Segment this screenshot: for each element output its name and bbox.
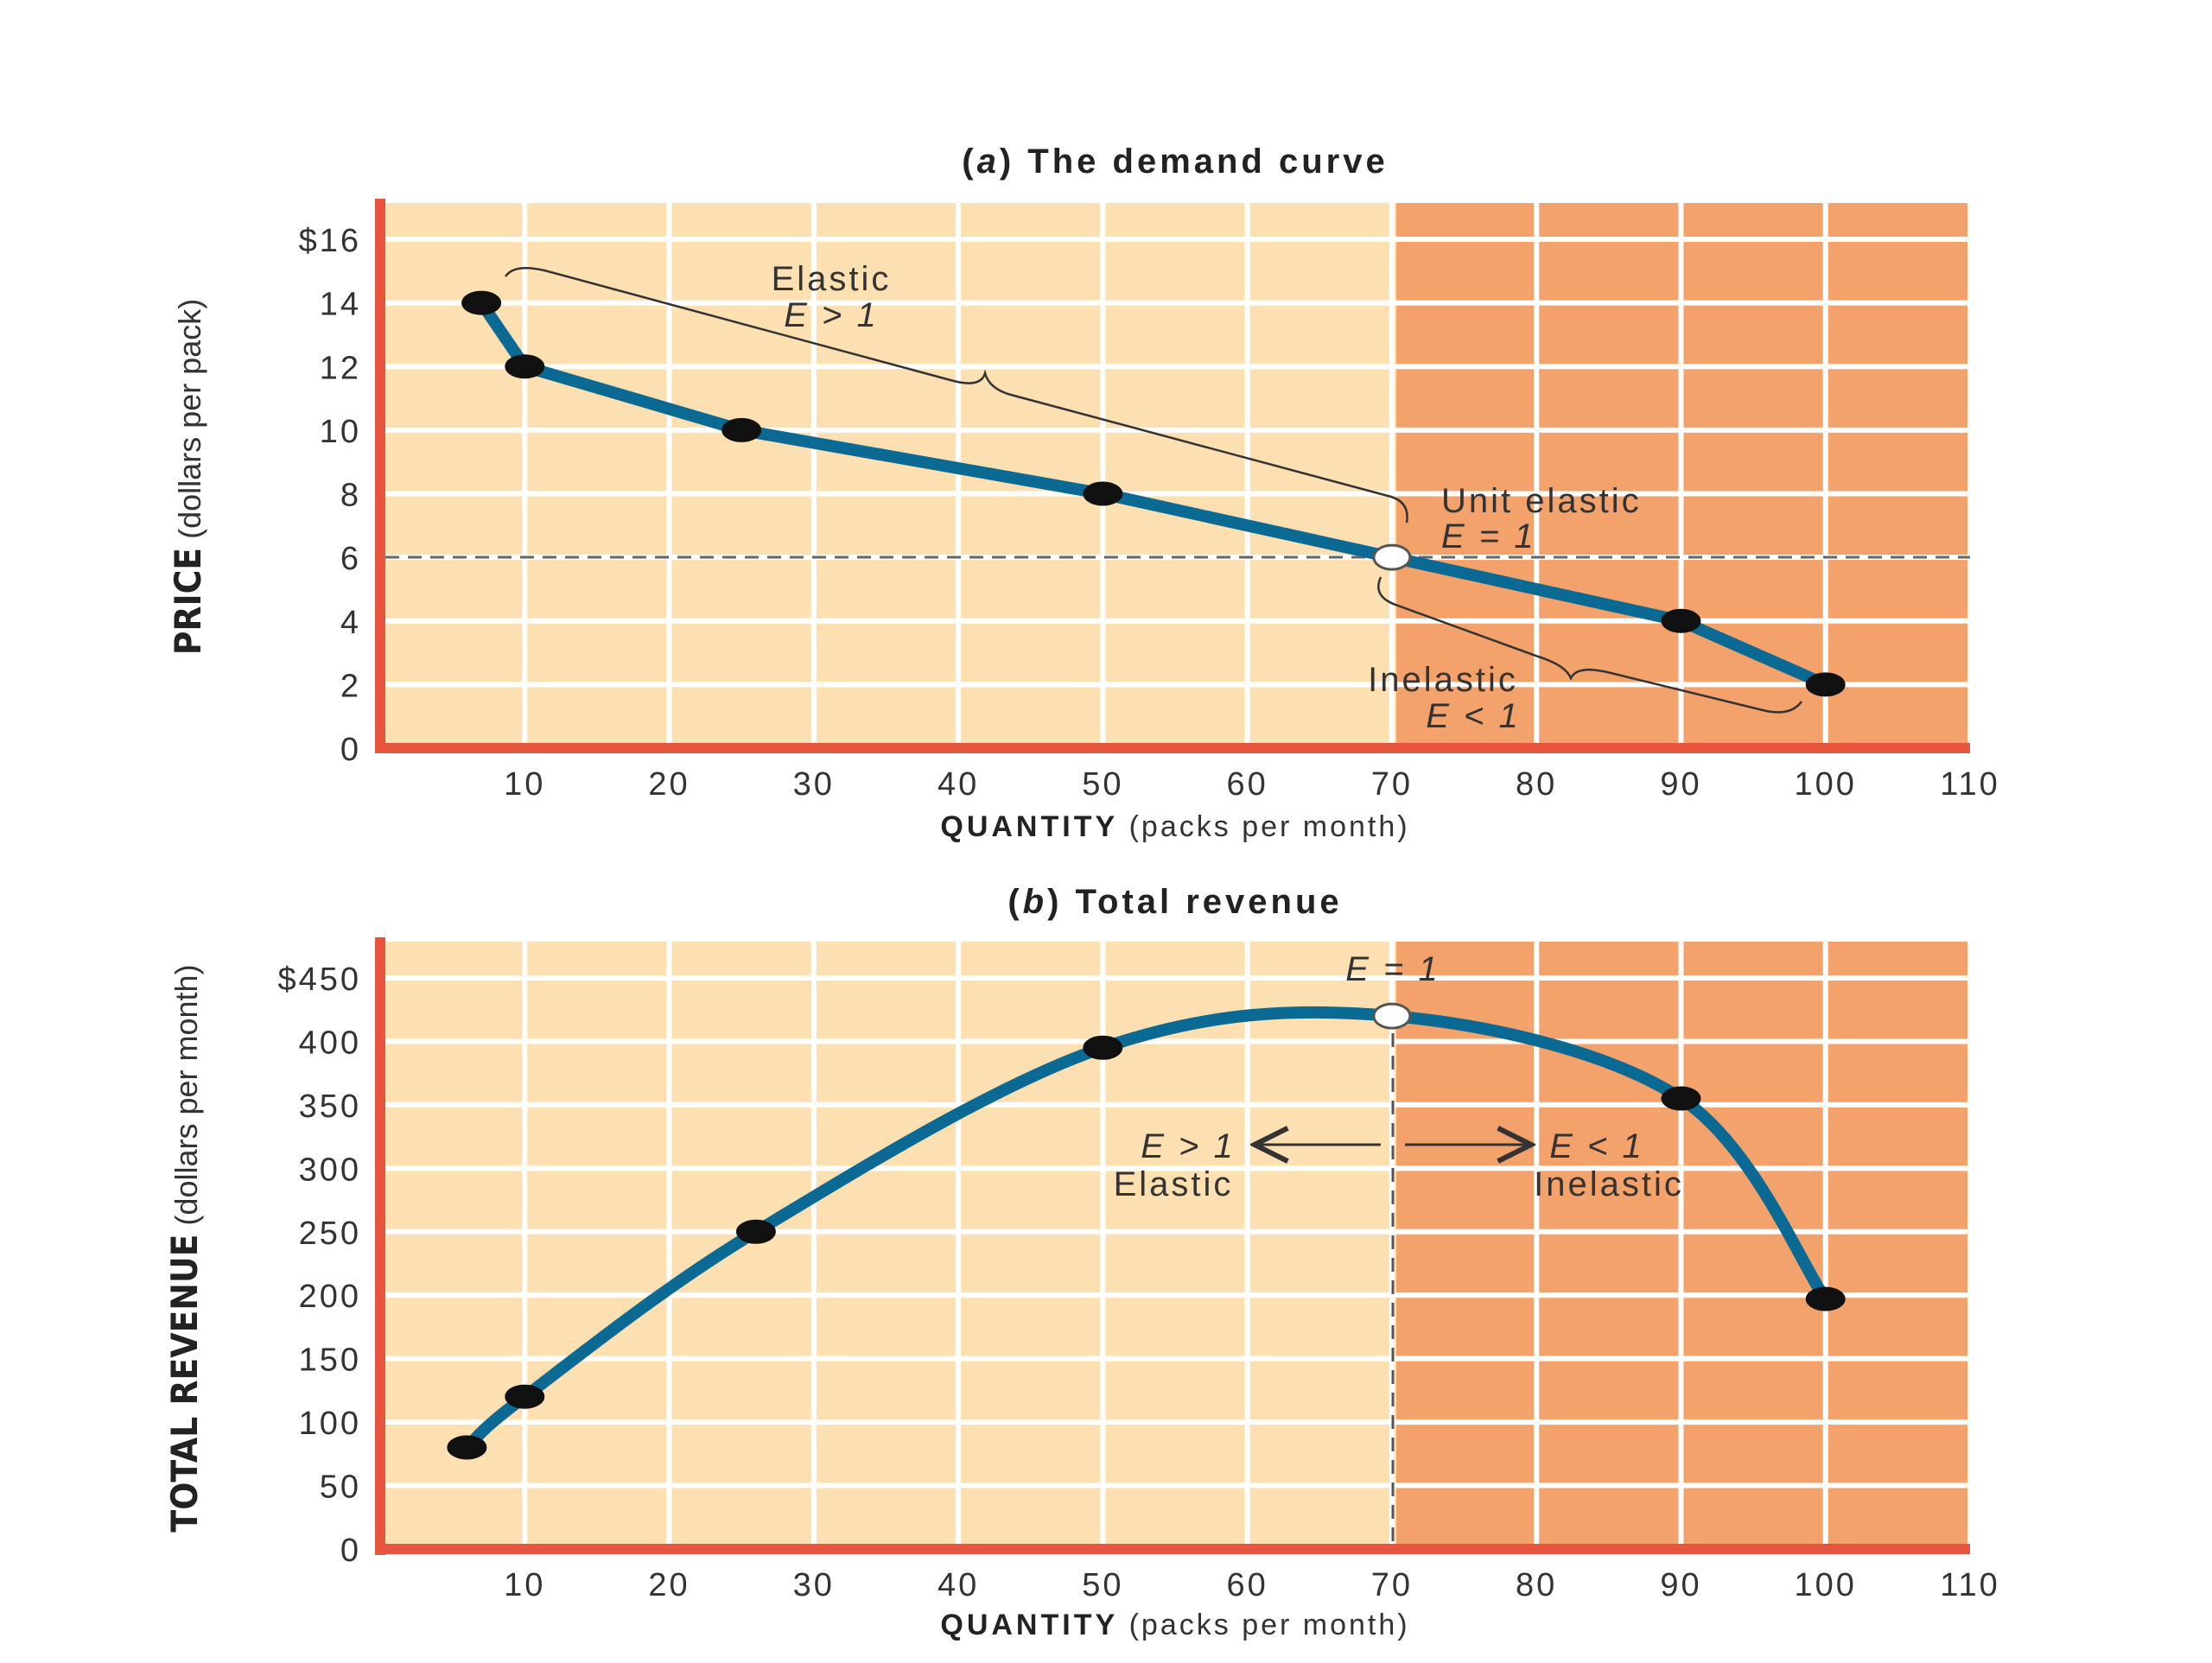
data-point — [1083, 481, 1123, 506]
x-tick-label: 60 — [1226, 766, 1268, 803]
revenue-x-ticks: 10 20 30 40 50 60 70 80 90 100 110 — [504, 1567, 2000, 1603]
y-tick-label: 2 — [340, 668, 361, 704]
y-tick-label: 400 — [299, 1025, 361, 1061]
x-tick-label: 50 — [1082, 1567, 1123, 1603]
data-point — [735, 1219, 776, 1244]
demand-title-letter: a — [977, 143, 1000, 181]
x-tick-label: 10 — [504, 1567, 545, 1603]
unit-elastic-condition: E = 1 — [1441, 517, 1536, 555]
elastic-region — [380, 203, 1396, 747]
data-point — [447, 1435, 487, 1460]
elastic-condition: E > 1 — [784, 296, 879, 334]
x-tick-label: 90 — [1660, 1567, 1701, 1603]
y-tick-label: 0 — [340, 732, 361, 768]
demand-y-label-sub: (dollars per pack) — [172, 299, 207, 539]
y-tick-label: 8 — [340, 478, 361, 514]
inelastic-label: Inelastic — [1368, 661, 1518, 699]
revenue-title-letter: b — [1023, 883, 1047, 921]
revenue-x-axis-label: QUANTITY (packs per month) — [940, 1609, 1409, 1641]
demand-x-label-sub: (packs per month) — [1129, 810, 1410, 843]
x-tick-label: 20 — [648, 766, 690, 803]
elastic-label: Elastic — [772, 260, 892, 298]
y-tick-label: 12 — [320, 350, 361, 386]
elastic-brace — [504, 266, 1408, 524]
data-point — [1805, 672, 1846, 697]
revenue-chart-title: (b) Total revenue — [1007, 883, 1342, 921]
x-tick-label: 30 — [793, 1567, 835, 1603]
y-tick-label: $16 — [299, 223, 361, 259]
data-point — [1661, 1086, 1701, 1111]
x-tick-label: 110 — [1940, 766, 2000, 803]
data-point — [1805, 1286, 1846, 1311]
y-tick-label: 4 — [340, 605, 361, 641]
data-point — [1083, 1035, 1123, 1060]
y-tick-label: 100 — [299, 1406, 361, 1442]
demand-title-text: The demand curve — [1027, 143, 1388, 181]
inelastic-brace — [1377, 576, 1803, 714]
peak-condition: E = 1 — [1345, 950, 1440, 988]
inelastic-condition: E < 1 — [1549, 1127, 1644, 1165]
x-tick-label: 80 — [1516, 766, 1557, 803]
y-tick-label: $450 — [277, 962, 361, 998]
demand-grid — [385, 203, 1973, 743]
demand-chart-panel: (a) The demand curve Elastic E > 1 Unit … — [167, 143, 2000, 843]
elastic-condition: E > 1 — [1141, 1127, 1236, 1165]
y-tick-label: 50 — [320, 1469, 361, 1506]
revenue-y-label-sub: (dollars per month) — [168, 964, 204, 1225]
data-point — [505, 354, 545, 379]
x-tick-label: 70 — [1371, 1567, 1413, 1603]
y-tick-label: 0 — [340, 1533, 361, 1569]
x-tick-label: 90 — [1660, 766, 1701, 803]
x-tick-label: 20 — [648, 1567, 690, 1603]
inelastic-label: Inelastic — [1534, 1165, 1684, 1203]
x-tick-label: 100 — [1795, 766, 1857, 803]
demand-y-axis-label: PRICE (dollars per pack) — [167, 299, 209, 656]
revenue-y-ticks: 0 50 100 150 200 250 300 350 400 $450 — [277, 962, 361, 1569]
unit-elastic-label: Unit elastic — [1441, 482, 1642, 520]
elastic-label: Elastic — [1114, 1165, 1234, 1203]
data-point — [1661, 608, 1701, 633]
inelastic-condition: E < 1 — [1426, 697, 1521, 735]
revenue-x-label-sub: (packs per month) — [1129, 1609, 1410, 1641]
y-tick-label: 150 — [299, 1342, 361, 1379]
x-tick-label: 40 — [938, 766, 979, 803]
revenue-chart-panel: (b) Total revenue E = 1 E > 1 Elastic E … — [163, 883, 2000, 1641]
y-tick-label: 14 — [320, 287, 361, 323]
revenue-points — [447, 1002, 1846, 1460]
data-point — [505, 1384, 545, 1409]
demand-y-ticks: 0 2 4 6 8 10 12 14 $16 — [299, 223, 361, 768]
revenue-x-label-main: QUANTITY — [940, 1609, 1118, 1641]
demand-points — [461, 290, 1846, 697]
x-tick-label: 70 — [1371, 766, 1413, 803]
revenue-y-label-main: TOTAL REVENUE — [163, 1235, 206, 1533]
y-tick-label: 350 — [299, 1089, 361, 1125]
demand-chart-title: (a) The demand curve — [962, 143, 1388, 181]
x-tick-label: 100 — [1795, 1567, 1857, 1603]
elastic-region — [380, 942, 1396, 1548]
y-tick-label: 250 — [299, 1216, 361, 1252]
demand-x-ticks: 10 20 30 40 50 60 70 80 90 100 110 — [504, 766, 2000, 803]
y-tick-label: 6 — [340, 541, 361, 577]
x-tick-label: 60 — [1226, 1567, 1268, 1603]
y-tick-label: 10 — [320, 414, 361, 450]
x-tick-label: 30 — [793, 766, 835, 803]
unit-elastic-point — [1372, 1002, 1412, 1030]
y-tick-label: 200 — [299, 1279, 361, 1315]
demand-x-label-main: QUANTITY — [940, 810, 1118, 843]
data-point — [461, 290, 502, 315]
x-tick-label: 40 — [938, 1567, 979, 1603]
unit-elastic-point — [1372, 543, 1412, 571]
x-tick-label: 10 — [504, 766, 545, 803]
revenue-title-text: Total revenue — [1076, 883, 1343, 921]
x-tick-label: 110 — [1940, 1567, 2000, 1603]
x-tick-label: 80 — [1516, 1567, 1557, 1603]
y-tick-label: 300 — [299, 1152, 361, 1188]
data-point — [721, 417, 762, 442]
x-tick-label: 50 — [1082, 766, 1123, 803]
revenue-y-axis-label: TOTAL REVENUE (dollars per month) — [163, 964, 206, 1532]
demand-x-axis-label: QUANTITY (packs per month) — [940, 810, 1409, 843]
demand-y-label-main: PRICE — [167, 548, 209, 655]
